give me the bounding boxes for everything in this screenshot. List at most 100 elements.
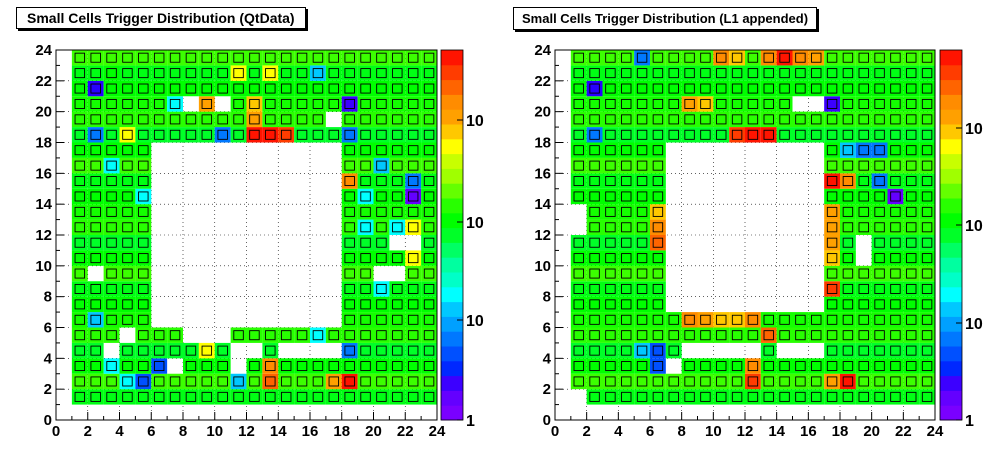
heatmap-cell (233, 391, 244, 402)
heatmap-cell-bg (713, 358, 730, 374)
heatmap-cell (153, 83, 165, 94)
heatmap-cell (747, 391, 759, 402)
heatmap-cell-bg (246, 111, 263, 128)
heatmap-cell (265, 361, 276, 372)
heatmap-cell (360, 314, 371, 325)
heatmap-cell-bg (71, 50, 88, 66)
heatmap-cell-bg (887, 157, 904, 174)
heatmap-cell (407, 330, 419, 341)
heatmap-cell (826, 191, 838, 202)
heatmap-cell-bg (262, 327, 279, 343)
heatmap-cell-bg (570, 80, 587, 97)
heatmap-cell-bg (198, 111, 215, 128)
heatmap-cell-bg (71, 342, 88, 359)
color-scale-label: 1 (965, 413, 974, 430)
heatmap-cell-bg (681, 312, 698, 328)
heatmap-cell (407, 52, 419, 63)
heatmap-cell (684, 391, 695, 402)
color-scale-step (441, 79, 463, 95)
heatmap-cell (328, 391, 340, 402)
heatmap-cell (296, 391, 308, 402)
heatmap-cell-bg (405, 50, 422, 66)
heatmap-cell-bg (310, 65, 326, 81)
heatmap-cell (716, 52, 727, 63)
heatmap-cell (779, 314, 790, 325)
heatmap-cell-bg (729, 312, 745, 328)
heatmap-cell (106, 314, 117, 325)
heatmap-cell-bg (341, 142, 358, 158)
heatmap-cell-bg (760, 358, 777, 374)
heatmap-cell-bg (103, 373, 120, 390)
heatmap-cell (573, 253, 584, 264)
heatmap-cell (169, 129, 181, 140)
heatmap-cell-bg (602, 250, 619, 266)
color-scale-step (940, 272, 962, 288)
heatmap-cell-bg (697, 96, 714, 112)
heatmap-cell (874, 68, 885, 79)
heatmap-cell (122, 206, 133, 217)
heatmap-cell-bg (373, 204, 390, 220)
heatmap-cell (605, 52, 616, 63)
heatmap-cell (652, 345, 664, 356)
heatmap-cell-bg (198, 373, 215, 390)
heatmap-cell-bg (167, 342, 183, 359)
heatmap-cell-bg (760, 111, 777, 128)
heatmap-cell-bg (745, 358, 761, 374)
heatmap-cell-bg (119, 157, 136, 174)
heatmap-cell-bg (421, 312, 437, 328)
heatmap-cell-bg (310, 111, 326, 128)
heatmap-cell-bg (151, 96, 168, 112)
y-tick-label: 6 (44, 320, 52, 337)
heatmap-cell (328, 376, 340, 387)
color-scale-step (940, 331, 962, 347)
heatmap-cell-bg (840, 265, 856, 282)
heatmap-cell (589, 299, 600, 310)
heatmap-cell (652, 268, 664, 279)
heatmap-cell (423, 129, 435, 140)
heatmap-cell-bg (602, 358, 619, 374)
heatmap-cell-bg (618, 50, 635, 66)
heatmap-cell (392, 253, 403, 264)
heatmap-cell (153, 68, 165, 79)
heatmap-cell (376, 160, 387, 171)
heatmap-cell-bg (713, 312, 730, 328)
heatmap-cell-bg (681, 50, 698, 66)
heatmap-cell-bg (389, 373, 406, 390)
heatmap-cell (668, 68, 679, 79)
heatmap-cell (589, 160, 600, 171)
heatmap-cell (589, 314, 600, 325)
heatmap-cell-bg (919, 188, 935, 205)
heatmap-cell-bg (421, 142, 437, 158)
heatmap-cell-bg (71, 96, 88, 112)
heatmap-cell-bg (887, 219, 904, 235)
heatmap-cell-bg (570, 265, 587, 282)
heatmap-cell (74, 52, 86, 63)
heatmap-cell (90, 98, 101, 109)
heatmap-cell-bg (903, 219, 920, 235)
heatmap-cell-bg (135, 235, 152, 251)
heatmap-cell (652, 191, 664, 202)
heatmap-cell-bg (855, 312, 872, 328)
heatmap-cell-bg (262, 111, 279, 128)
heatmap-cell-bg (855, 373, 872, 390)
heatmap-cell-bg (634, 157, 650, 174)
heatmap-cell-bg (776, 65, 793, 81)
heatmap-cell (392, 206, 403, 217)
heatmap-cell (217, 391, 228, 402)
x-tick-label: 4 (115, 423, 124, 440)
heatmap-cell (153, 129, 165, 140)
heatmap-cell (589, 268, 600, 279)
heatmap-cell-bg (855, 188, 872, 205)
heatmap-cell-bg (618, 96, 635, 112)
heatmap-cell (201, 68, 213, 79)
right-pad: Small Cells Trigger Distribution (L1 app… (498, 0, 996, 472)
heatmap-cell (890, 391, 901, 402)
color-scale-step (940, 360, 962, 377)
heatmap-cell-bg (634, 65, 650, 81)
heatmap-cell (636, 191, 648, 202)
heatmap-cell-bg (357, 204, 374, 220)
heatmap-cell (74, 83, 86, 94)
heatmap-cell (360, 299, 371, 310)
heatmap-cell-bg (650, 65, 666, 81)
heatmap-cell (605, 114, 616, 125)
